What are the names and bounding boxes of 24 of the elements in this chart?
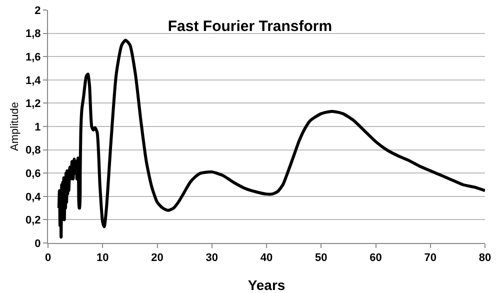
x-axis-title: Years	[248, 277, 286, 293]
y-tick-label: 0,8	[26, 144, 41, 157]
y-tick-label: 0,6	[26, 168, 41, 180]
y-tick-label: 1	[34, 121, 41, 134]
x-tick-label: 80	[478, 252, 492, 264]
y-tick-label: 0,2	[26, 214, 41, 227]
y-axis-title: Amplitude	[9, 102, 22, 151]
y-tick-label: 0	[34, 238, 41, 250]
x-tick-label: 10	[96, 252, 109, 264]
x-tick-label: 70	[424, 252, 437, 264]
y-tick-label: 1,2	[26, 98, 41, 110]
x-tick-label: 30	[206, 252, 218, 264]
y-tick-label: 1,6	[26, 51, 41, 64]
x-tick-label: 0	[44, 252, 52, 264]
x-tick-label: 50	[315, 252, 328, 264]
y-tick-label: 1,8	[26, 28, 41, 40]
x-tick-label: 20	[151, 252, 164, 264]
y-tick-label: 2	[34, 4, 41, 17]
y-tick-label: 1,4	[26, 74, 42, 87]
x-tick-label: 40	[260, 252, 273, 264]
text: Fast Fourier Transform	[168, 18, 332, 36]
x-tick-label: 60	[370, 252, 382, 264]
line-series	[57, 38, 485, 239]
y-tick-label: 0,4	[26, 191, 42, 204]
